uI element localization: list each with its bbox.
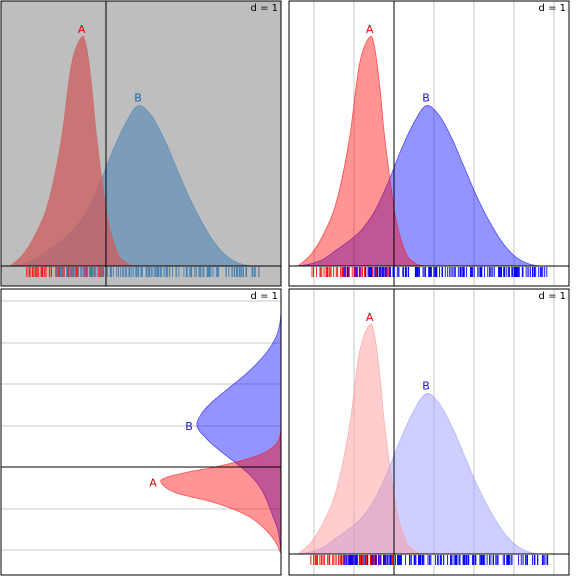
panel-background [289,1,569,286]
panel-background [289,289,569,575]
rug-marks [26,267,260,277]
panel-label: d = 1 [251,3,278,14]
gridlines [313,1,555,286]
density-panel-top-left: A B d = 1 [0,0,282,287]
density-area-b [196,298,281,555]
series-label-a: A [149,476,157,489]
series-label-a: A [366,23,374,36]
panel-label: d = 1 [251,291,278,302]
series-label-a: A [78,23,86,36]
panel-border [288,288,570,576]
gridlines [313,290,555,575]
panel-label: d = 1 [539,3,566,14]
panel-background [1,289,281,575]
density-area-b [297,393,555,555]
series-label-a: A [366,311,374,324]
density-panel-bottom-right: A B d = 1 [288,288,570,576]
series-label-b: B [422,92,430,105]
rug-marks [311,267,548,277]
series-label-b: B [185,420,193,433]
series-label-b: B [422,380,430,393]
density-area-a [160,425,281,555]
density-panel-bottom-left: A B d = 1 [0,288,282,576]
panel-border [0,0,282,287]
rug-marks [310,555,549,565]
panel-label: d = 1 [539,291,566,302]
density-areas [160,298,281,555]
panel-border [288,0,570,287]
series-label-b: B [134,92,142,105]
density-area-b [297,105,555,267]
panel-border [0,288,282,576]
density-panel-top-right: A B d = 1 [288,0,570,287]
